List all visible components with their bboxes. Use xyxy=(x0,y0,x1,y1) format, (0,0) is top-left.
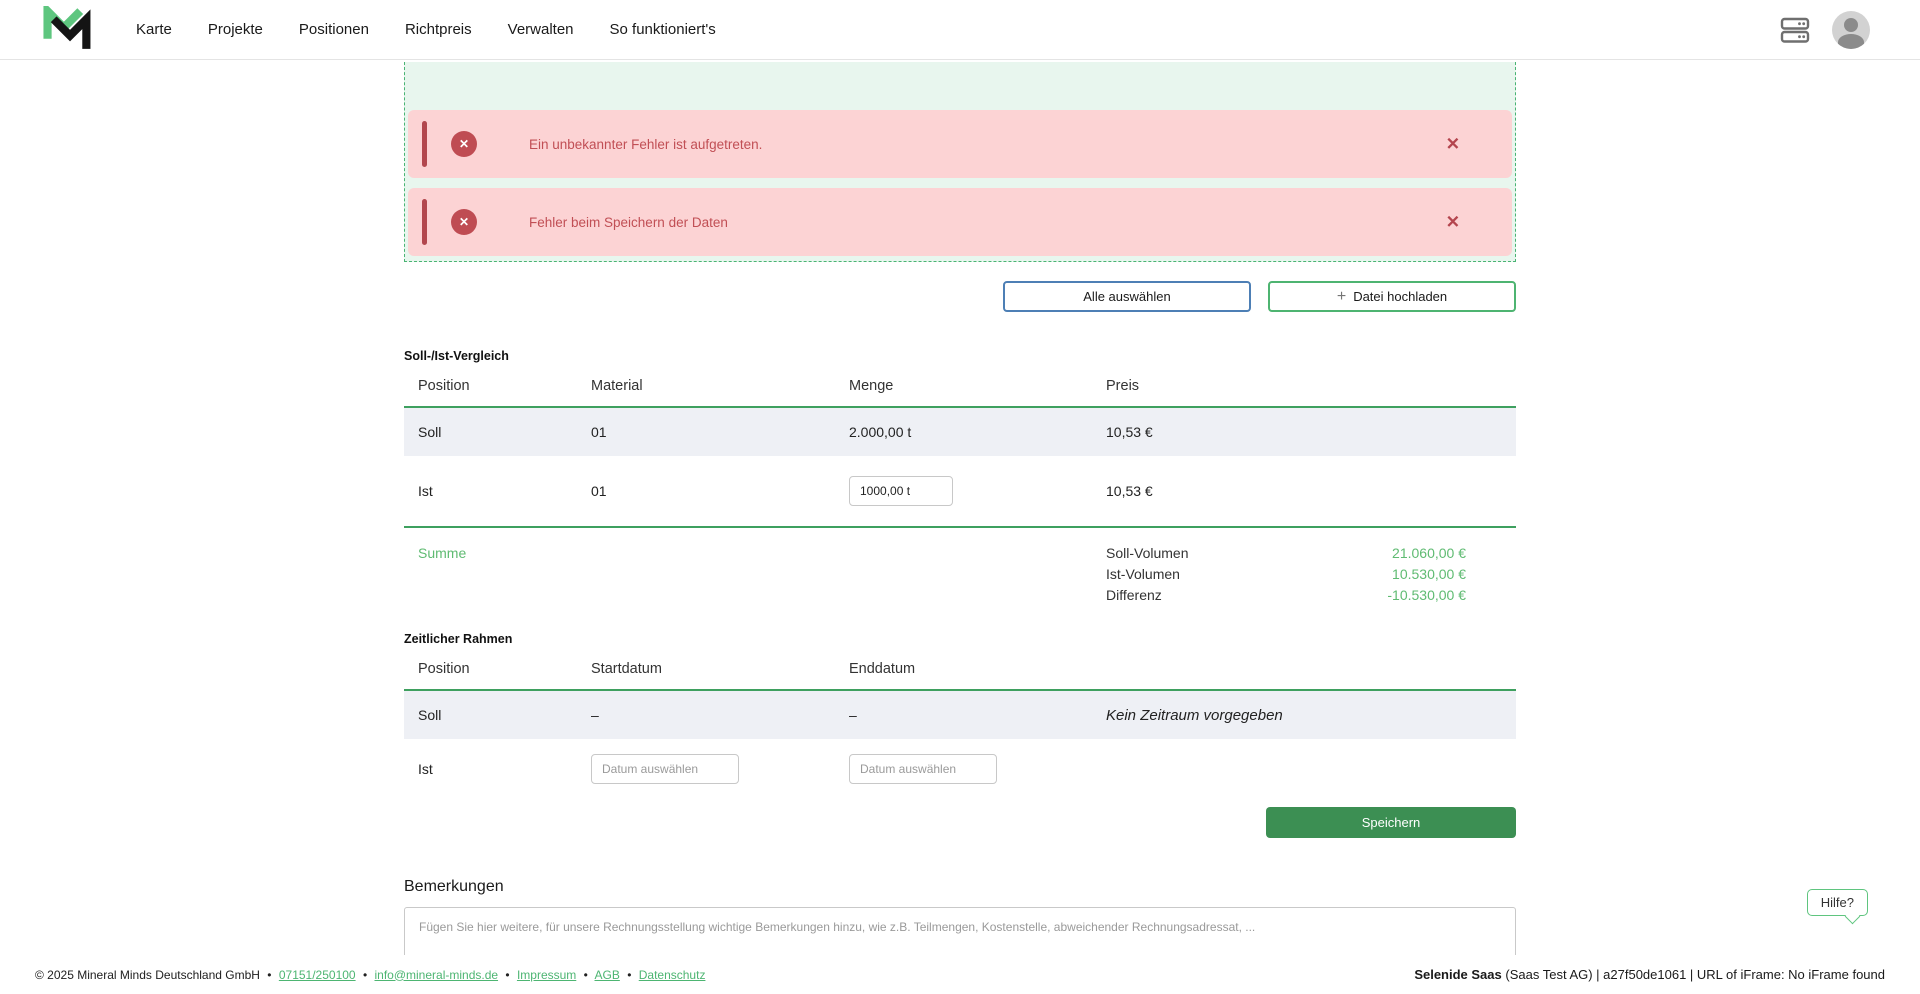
user-avatar[interactable] xyxy=(1832,10,1870,49)
timeframe-title: Zeitlicher Rahmen xyxy=(404,632,513,646)
col-startdatum: Startdatum xyxy=(591,661,662,677)
cell-material: 01 xyxy=(591,424,607,440)
nav-item-verwalten[interactable]: Verwalten xyxy=(507,20,574,38)
cell-position: Soll xyxy=(418,424,442,440)
table-row-soll: Soll 01 2.000,00 t 10,53 € xyxy=(404,408,1516,456)
footer-link-phone[interactable]: 07151/250100 xyxy=(278,967,356,982)
end-date-input[interactable] xyxy=(849,754,997,784)
help-button[interactable]: Hilfe? xyxy=(1806,889,1868,916)
footer-link-datenschutz[interactable]: Datenschutz xyxy=(638,967,706,982)
footer-environment-info: Selenide Saas (Saas Test AG) | a27f50de1… xyxy=(1414,967,1885,982)
cell-preis: 10,53 € xyxy=(1106,483,1153,499)
cell-enddatum: – xyxy=(849,707,857,723)
footer: © 2025 Mineral Minds Deutschland GmbH • … xyxy=(0,955,1920,994)
ist-volumen-value: 10.530,00 € xyxy=(1392,566,1466,582)
comparison-header-row: Position Material Menge Preis xyxy=(404,363,1516,408)
nav-item-positionen[interactable]: Positionen xyxy=(298,20,369,38)
summary-line-differenz: Differenz -10.530,00 € xyxy=(1106,585,1466,606)
cell-position: Ist xyxy=(418,483,433,499)
quantity-input[interactable] xyxy=(849,476,953,506)
col-enddatum: Enddatum xyxy=(849,661,916,677)
timeframe-row-soll: Soll – – Kein Zeitraum vorgegeben xyxy=(404,691,1516,739)
remarks-title: Bemerkungen xyxy=(404,878,504,895)
upload-file-button[interactable]: + Datei hochladen xyxy=(1268,281,1516,312)
alert-unknown-error: ✕ Ein unbekannter Fehler ist aufgetreten… xyxy=(408,110,1512,178)
select-all-button[interactable]: Alle auswählen xyxy=(1003,281,1251,312)
col-preis: Preis xyxy=(1106,378,1140,394)
start-date-input[interactable] xyxy=(591,754,739,784)
differenz-value: -10.530,00 € xyxy=(1387,587,1466,603)
avatar-person-icon xyxy=(1844,17,1858,32)
alert-save-error: ✕ Fehler beim Speichern der Daten ✕ xyxy=(408,188,1512,256)
save-button[interactable]: Speichern xyxy=(1266,807,1516,838)
footer-link-email[interactable]: info@mineral-minds.de xyxy=(374,967,499,982)
cell-material: 01 xyxy=(591,483,607,499)
nav-item-richtpreis[interactable]: Richtpreis xyxy=(404,20,472,38)
upload-file-label: Datei hochladen xyxy=(1353,289,1448,304)
close-icon[interactable]: ✕ xyxy=(1445,134,1460,154)
alert-message: Ein unbekannter Fehler ist aufgetreten. xyxy=(529,136,763,152)
col-menge: Menge xyxy=(849,378,894,394)
no-timeframe-note: Kein Zeitraum vorgegeben xyxy=(1106,706,1283,724)
timeframe-row-ist: Ist xyxy=(404,739,1516,799)
close-icon[interactable]: ✕ xyxy=(1445,212,1460,232)
soll-volumen-value: 21.060,00 € xyxy=(1392,545,1466,561)
plus-icon: + xyxy=(1336,287,1347,305)
upload-dropzone[interactable]: ✕ Ein unbekannter Fehler ist aufgetreten… xyxy=(404,62,1516,262)
cell-position: Soll xyxy=(418,707,442,723)
error-circle-icon: ✕ xyxy=(451,131,477,157)
summary-line-soll-volumen: Soll-Volumen 21.060,00 € xyxy=(1106,543,1466,564)
col-position: Position xyxy=(418,661,470,677)
footer-link-agb[interactable]: AGB xyxy=(594,967,620,982)
alert-accent-bar xyxy=(422,121,427,167)
summary-label: Summe xyxy=(418,545,467,561)
top-nav: Karte Projekte Positionen Richtpreis Ver… xyxy=(0,0,1920,60)
footer-legal: © 2025 Mineral Minds Deutschland GmbH • … xyxy=(35,967,706,982)
summary-block: Summe Soll-Volumen 21.060,00 € Ist-Volum… xyxy=(404,528,1516,624)
table-row-ist: Ist 01 10,53 € xyxy=(404,456,1516,528)
mineral-minds-logo[interactable] xyxy=(40,6,98,53)
nav-item-so-funktionierts[interactable]: So funktioniert's xyxy=(609,20,716,38)
cell-preis: 10,53 € xyxy=(1106,424,1153,440)
cell-startdatum: – xyxy=(591,707,599,723)
main-menu: Karte Projekte Positionen Richtpreis Ver… xyxy=(118,0,734,60)
server-icon[interactable] xyxy=(1780,16,1810,44)
comparison-title: Soll-/Ist-Vergleich xyxy=(404,349,509,363)
cell-position: Ist xyxy=(418,761,433,777)
col-material: Material xyxy=(591,378,643,394)
alert-message: Fehler beim Speichern der Daten xyxy=(529,214,728,230)
cell-menge: 2.000,00 t xyxy=(849,424,912,440)
col-position: Position xyxy=(418,378,470,394)
nav-item-karte[interactable]: Karte xyxy=(136,20,172,38)
nav-item-projekte[interactable]: Projekte xyxy=(207,20,263,38)
summary-line-ist-volumen: Ist-Volumen 10.530,00 € xyxy=(1106,564,1466,585)
timeframe-header-row: Position Startdatum Enddatum xyxy=(404,646,1516,691)
footer-link-impressum[interactable]: Impressum xyxy=(516,967,577,982)
tenant-name: Selenide Saas xyxy=(1414,967,1502,982)
environment-details: (Saas Test AG) | a27f50de1061 | URL of i… xyxy=(1501,967,1885,982)
logo-icon xyxy=(43,6,91,49)
error-circle-icon: ✕ xyxy=(451,209,477,235)
copyright-text: © 2025 Mineral Minds Deutschland GmbH xyxy=(35,967,260,982)
alert-accent-bar xyxy=(422,199,427,245)
